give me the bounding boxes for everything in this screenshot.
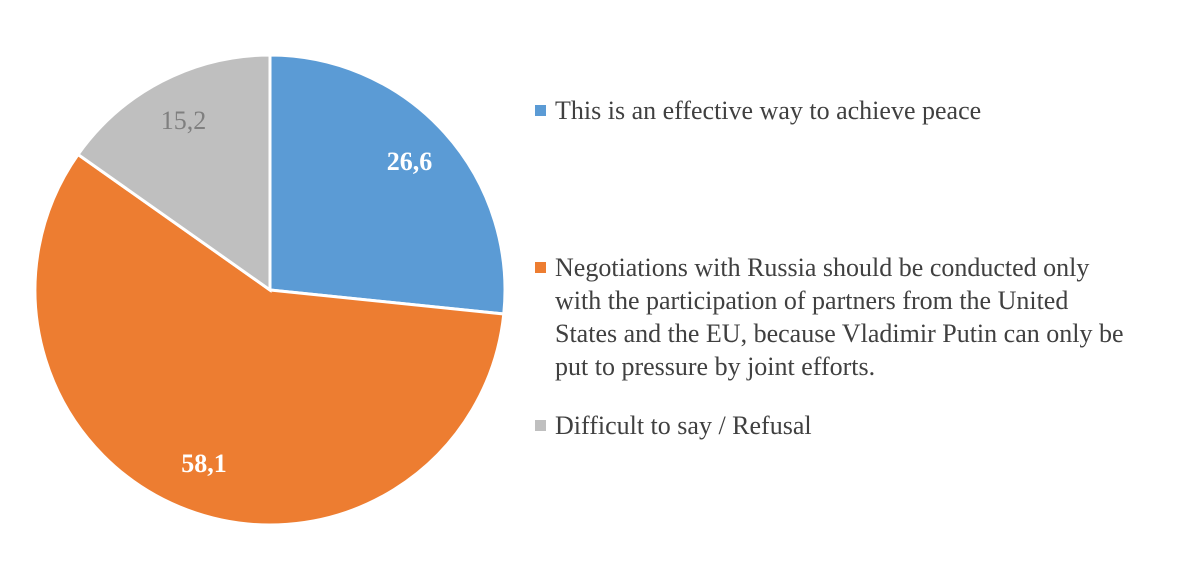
pie-slice (268, 53, 507, 316)
legend-label: This is an effective way to achieve peac… (555, 96, 982, 125)
data-label: 26,6 (387, 147, 433, 176)
pie-slice (75, 53, 272, 293)
legend-item: Difficult to say / Refusal (535, 409, 1135, 442)
legend-label: Difficult to say / Refusal (555, 411, 812, 440)
pie-slice (33, 152, 506, 527)
legend-item: Negotiations with Russia should be condu… (535, 251, 1135, 383)
legend-swatch (535, 105, 546, 116)
legend-item: This is an effective way to achieve peac… (535, 94, 1135, 127)
legend-swatch (535, 262, 546, 273)
legend-swatch (535, 420, 546, 431)
data-label: 15,2 (161, 106, 207, 135)
legend-label: Negotiations with Russia should be condu… (555, 253, 1124, 381)
data-label: 58,1 (181, 449, 227, 478)
